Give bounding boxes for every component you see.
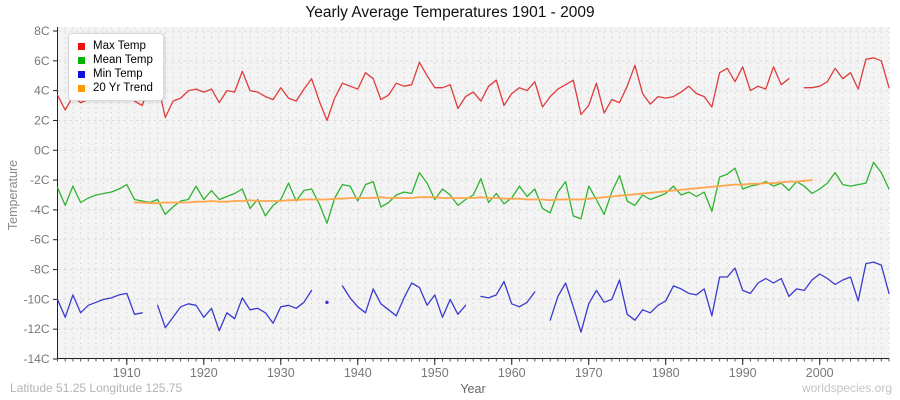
location-label: Latitude 51.25 Longitude 125.75 [10, 381, 183, 395]
x-axis-title: Year [460, 382, 486, 396]
y-tick-label: -6C [30, 233, 50, 247]
legend-label-20yr-trend: 20 Yr Trend [93, 82, 153, 94]
x-tick-label: 1910 [113, 366, 141, 380]
legend-label-mean-temp: Mean Temp [93, 54, 153, 66]
y-tick-label: -2C [30, 173, 50, 187]
max-temp-swatch-icon [78, 42, 85, 50]
chart-title: Yearly Average Temperatures 1901 - 2009 [305, 4, 595, 21]
x-tick-label: 1940 [344, 366, 372, 380]
y-tick-label: -8C [30, 263, 50, 277]
x-tick-label: 1920 [190, 366, 218, 380]
legend-item-mean-temp: Mean Temp [78, 53, 153, 67]
x-tick-label: 1990 [729, 366, 757, 380]
legend-item-20yr-trend: 20 Yr Trend [78, 81, 153, 95]
legend-item-min-temp: Min Temp [78, 67, 153, 81]
series-min-temp-point [325, 300, 329, 305]
20yr-trend-swatch-icon [78, 84, 85, 92]
series-20-yr-trend-line [133, 179, 813, 205]
y-tick-label: -12C [23, 322, 49, 336]
legend-label-max-temp: Max Temp [93, 40, 146, 52]
mean-temp-swatch-icon [78, 56, 85, 64]
y-tick-label: 0C [34, 143, 50, 157]
x-tick-label: 1980 [652, 366, 680, 380]
legend-item-max-temp: Max Temp [78, 39, 153, 53]
series-mean-temp-line [56, 161, 890, 224]
y-tick-label: -4C [30, 203, 50, 217]
series-min-temp-line [56, 261, 890, 333]
y-tick-label: 6C [34, 54, 50, 68]
x-tick-label: 1960 [498, 366, 526, 380]
y-tick-label: -10C [23, 292, 49, 306]
y-tick-label: 4C [34, 84, 50, 98]
x-tick-label: 1970 [575, 366, 603, 380]
watermark: worldspecies.org [801, 381, 892, 395]
min-temp-swatch-icon [78, 70, 85, 78]
y-tick-label: 2C [34, 113, 50, 127]
x-tick-label: 1930 [267, 366, 295, 380]
series-max-temp-line [56, 57, 890, 122]
x-tick-label: 2000 [806, 366, 834, 380]
y-tick-label: -14C [23, 352, 49, 366]
y-tick-label: 8C [34, 24, 50, 38]
x-tick-label: 1950 [421, 366, 449, 380]
y-axis-title: Temperature [6, 159, 20, 231]
legend-label-min-temp: Min Temp [93, 68, 143, 80]
legend: Max Temp Mean Temp Min Temp 20 Yr Trend [68, 33, 164, 101]
